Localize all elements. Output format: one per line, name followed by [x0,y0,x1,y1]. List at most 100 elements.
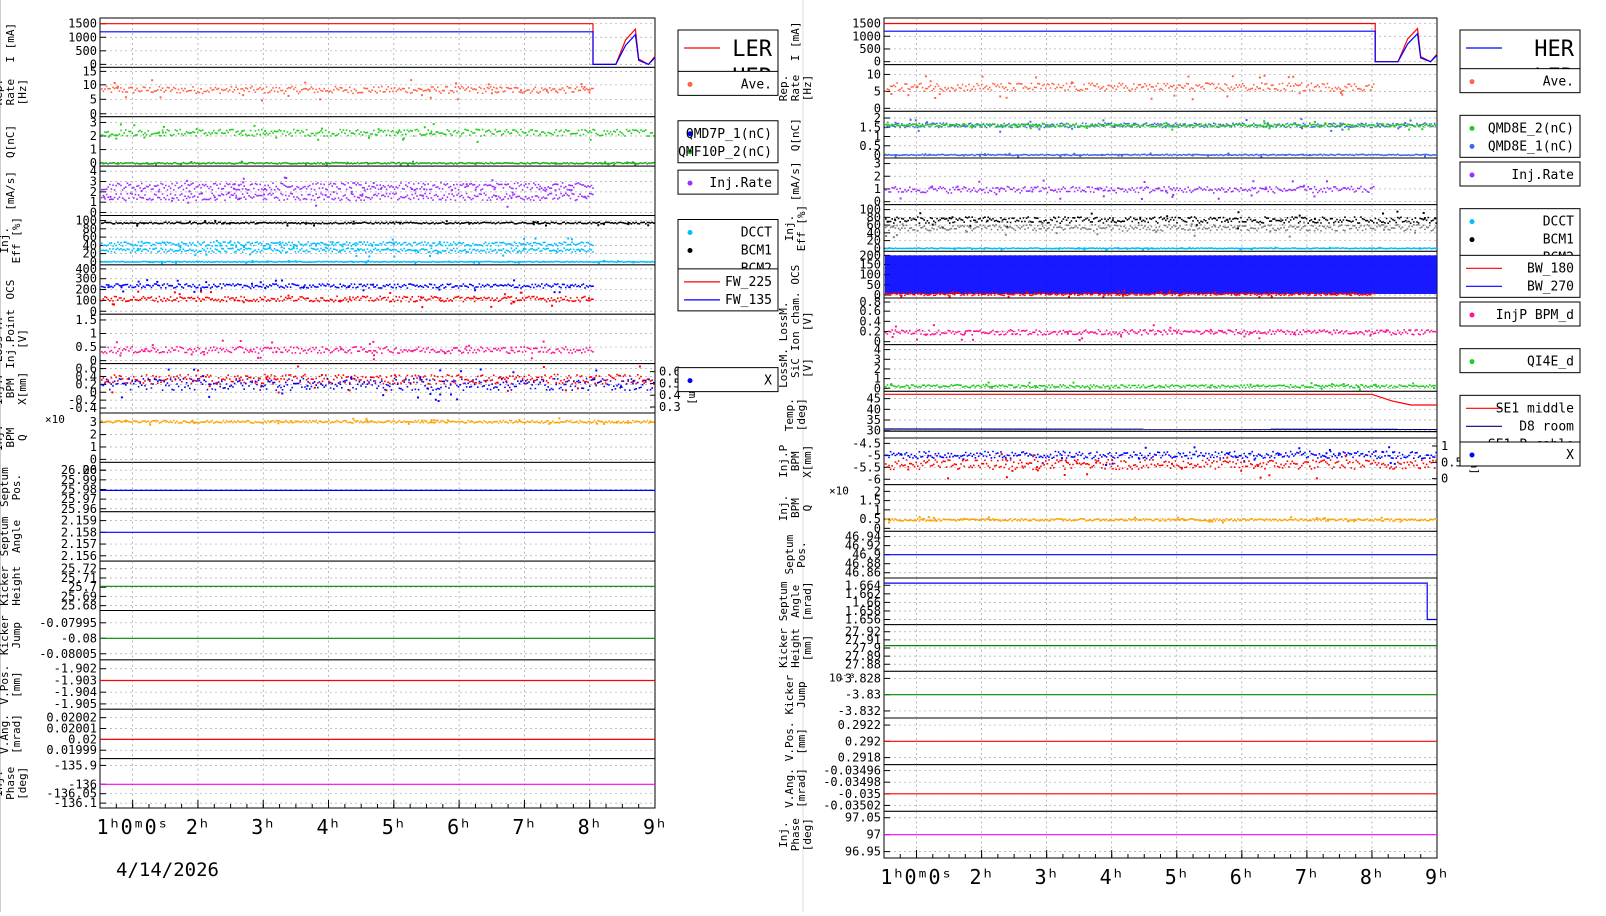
y-axis-label: [mA/s] [4,171,17,211]
legend-label: D8 room [1519,419,1574,434]
x-tick-label: 6ʰ [1230,865,1254,889]
legend-label: X [1566,448,1574,463]
legend-dot-swatch [688,82,693,87]
y-axis-label: [Hz] [16,79,29,106]
y-axis-label: I [mA] [789,21,802,61]
y-tick-label: -3.83 [845,688,881,702]
panel-frame [100,611,655,660]
y-axis-label: I [mA] [4,23,17,63]
panel-frame [884,345,1437,392]
y-tick-label: -0.4 [68,401,97,415]
legend-label: BCM1 [741,244,772,259]
x-tick-label: 8ʰ [578,815,602,839]
y-tick-label: 1000 [68,30,97,44]
panel-frame [884,158,1437,205]
y-tick-label: 96.95 [845,845,881,859]
panel-frame [884,205,1437,252]
y-axis-label: [deg] [16,767,29,800]
y-axis-label: Q [801,505,814,512]
legend-label: Ave. [1543,75,1574,90]
y-tick-label: 2.156 [61,549,97,563]
legend: Inj.Rate [1460,162,1580,186]
legend-dot-swatch [1470,126,1475,131]
x-tick-label: 2ʰ [970,865,994,889]
legend-box [1460,442,1580,466]
y-axis-label: [Hz] [801,75,814,102]
legend: X [1460,442,1580,466]
panel-frame [100,512,655,561]
y-axis-label: [mm] [801,635,814,662]
y-tick-label: 0.2918 [838,751,881,765]
date-label: 4/14/2026 [116,859,219,881]
legend-dot-swatch [1470,144,1475,149]
y-tick-label: 2 [90,129,97,143]
legend-label: LER [732,37,772,62]
legend-label: BW_180 [1527,261,1574,276]
panel-frame [100,18,655,67]
right-y-tick-label: 0 [1441,472,1448,486]
series-fill [885,255,1437,294]
y-tick-label: 1500 [68,17,97,31]
y-exponent-label: ×10 [45,413,65,426]
y-axis-label: [V] [801,358,814,378]
legend-label: BCM1 [1543,233,1574,248]
y-axis-label: [V] [16,329,29,349]
y-tick-label: 3 [90,115,97,129]
y-tick-label: -0.07995 [39,616,97,630]
legend-dot-swatch [1470,219,1475,224]
legend-dot-swatch [1470,453,1475,458]
y-axis-label: Pos. [10,474,23,501]
legend-label: QMD7P_1(nC) [686,127,772,142]
legend-label: DCCT [1543,215,1574,230]
right-y-tick-label: 0.5 [1441,455,1463,469]
x-tick-label: 1ʰ0ᵐ0ˢ [880,865,952,889]
legend-label: FW_225 [725,275,772,290]
x-tick-label: 4ʰ [1100,865,1124,889]
x-tick-label: 9ʰ [1425,865,1449,889]
legend-dot-swatch [688,248,693,253]
y-tick-label: 97.05 [845,811,881,825]
y-axis-label: Eff [%] [795,205,808,251]
legend-label: InjP BPM_d [1496,308,1574,323]
y-axis-label: OCS [4,280,17,300]
legend-label: HER [1534,37,1574,62]
y-tick-label: 25.68 [61,599,97,613]
y-tick-label: -0.08005 [39,647,97,661]
panel-frame [884,765,1437,812]
y-axis-label: X[mm] [16,372,29,405]
legend: QI4E_d [1460,349,1580,373]
legend-box [678,368,778,392]
y-axis-label: [mA/s] [789,161,802,201]
y-tick-label: -135.9 [54,758,97,772]
legend-label: DCCT [741,226,772,241]
legend: QMD7P_1(nC) QMF10P_2(nC) [678,121,778,163]
x-tick-label: 7ʰ [512,815,536,839]
panel-frame [100,660,655,709]
y-axis-label: [mrad] [801,581,814,621]
legend: X [678,368,778,392]
y-axis-label: Pos. [795,541,808,568]
panel-frame [100,709,655,758]
right-y-tick-label: 0.3 [659,400,681,414]
panel-frame [100,314,655,363]
y-tick-label: -136.1 [54,796,97,810]
legend: QMD8E_2(nC)QMD8E_1(nC) [1460,115,1580,157]
y-exponent-label: 10⁻³ [829,671,856,684]
y-axis-label: Eff [%] [10,217,23,263]
y-tick-label: 97 [867,828,881,842]
y-axis-label: [deg] [795,398,808,431]
y-tick-label: 15 [83,64,97,78]
y-tick-label: 500 [75,44,97,58]
y-axis-label: Jump [795,681,808,708]
legend-dot-swatch [1470,79,1475,84]
y-axis-label: Angle [10,520,23,553]
legend-label: QMF10P_2(nC) [678,145,772,160]
